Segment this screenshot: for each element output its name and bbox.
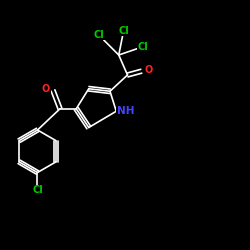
Text: O: O — [144, 65, 152, 75]
Text: Cl: Cl — [118, 26, 129, 36]
Text: Cl: Cl — [32, 185, 43, 195]
Text: O: O — [42, 84, 50, 94]
Text: Cl: Cl — [94, 30, 104, 40]
Text: Cl: Cl — [137, 42, 148, 52]
Text: NH: NH — [117, 106, 134, 116]
